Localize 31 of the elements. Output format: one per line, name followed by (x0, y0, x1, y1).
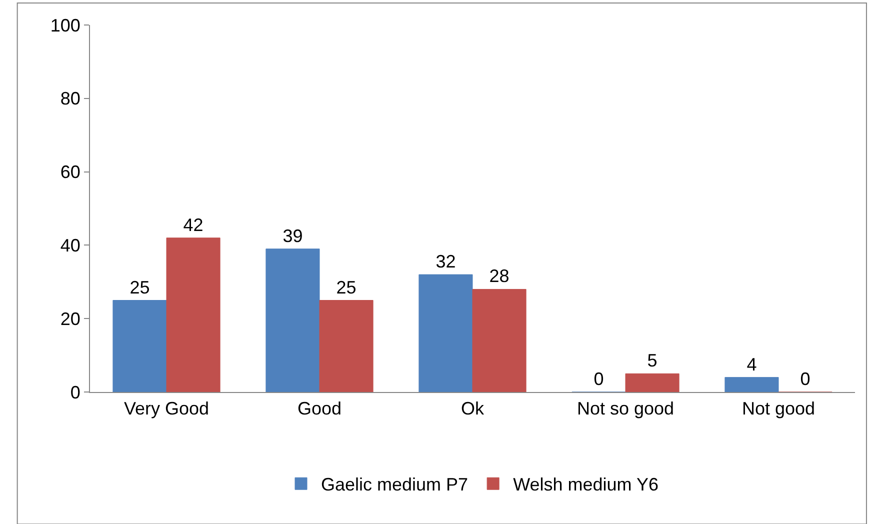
bar (266, 248, 320, 392)
x-tick-label: Ok (460, 398, 485, 419)
data-label: 0 (594, 369, 604, 389)
data-label: 5 (647, 350, 658, 371)
data-label: 25 (336, 277, 356, 298)
x-tick-label: Not good (742, 398, 816, 419)
y-tick-label: 60 (60, 162, 80, 182)
data-label: 4 (746, 354, 757, 374)
data-label: 32 (436, 252, 456, 272)
y-tick-label: 0 (70, 382, 80, 402)
data-label: 28 (489, 266, 510, 286)
bar (319, 300, 374, 392)
bar (472, 288, 526, 392)
bar (418, 274, 473, 392)
bar (625, 373, 680, 392)
legend-label: Gaelic medium P7 (321, 474, 468, 495)
y-tick-label: 40 (60, 236, 80, 256)
y-tick-label: 100 (50, 15, 80, 36)
data-label: 42 (183, 214, 204, 235)
legend-label: Welsh medium Y6 (513, 474, 658, 495)
x-tick-label: Good (297, 398, 342, 419)
data-label: 0 (800, 369, 810, 389)
y-tick-label: 20 (60, 308, 80, 329)
bar (166, 238, 220, 392)
y-tick-label: 80 (60, 88, 80, 109)
x-tick-label: Not so good (576, 398, 674, 419)
bar (724, 377, 779, 392)
data-label: 25 (130, 277, 150, 298)
bar (112, 300, 167, 392)
data-label: 39 (282, 226, 303, 246)
x-tick-label: Very Good (124, 398, 210, 419)
